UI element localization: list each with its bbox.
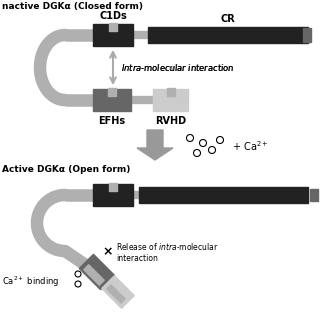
Bar [148,27,308,43]
Polygon shape [137,130,173,160]
Bar [93,24,133,46]
Text: $\it{Intra}$-molecular interaction: $\it{Intra}$-molecular interaction [121,62,235,73]
Bar [93,89,131,111]
Text: $\it{Intra}$-molecular interaction: $\it{Intra}$-molecular interaction [121,62,234,73]
Polygon shape [107,285,125,303]
Text: Ca$^{2+}$ binding: Ca$^{2+}$ binding [2,275,60,289]
Text: Release of $\it{intra}$-molecular
interaction: Release of $\it{intra}$-molecular intera… [116,241,219,263]
Text: ×: × [103,245,113,259]
Bar [153,89,188,111]
Bar [303,28,311,42]
Polygon shape [102,276,134,308]
Text: CR: CR [220,14,236,24]
Text: + Ca$^{2+}$: + Ca$^{2+}$ [232,139,269,153]
Polygon shape [84,265,104,285]
Bar [93,184,133,206]
Bar [109,183,117,191]
Text: Active DGKα (Open form): Active DGKα (Open form) [2,165,130,174]
Text: C1Ds: C1Ds [99,11,127,21]
Text: EFHs: EFHs [99,116,125,126]
Text: RVHD: RVHD [155,116,186,126]
Bar [166,88,174,96]
Bar [108,88,116,96]
Polygon shape [79,254,115,290]
Bar [139,187,308,203]
Text: nactive DGKα (Closed form): nactive DGKα (Closed form) [2,2,143,11]
Bar [109,23,117,31]
Bar [310,189,318,201]
